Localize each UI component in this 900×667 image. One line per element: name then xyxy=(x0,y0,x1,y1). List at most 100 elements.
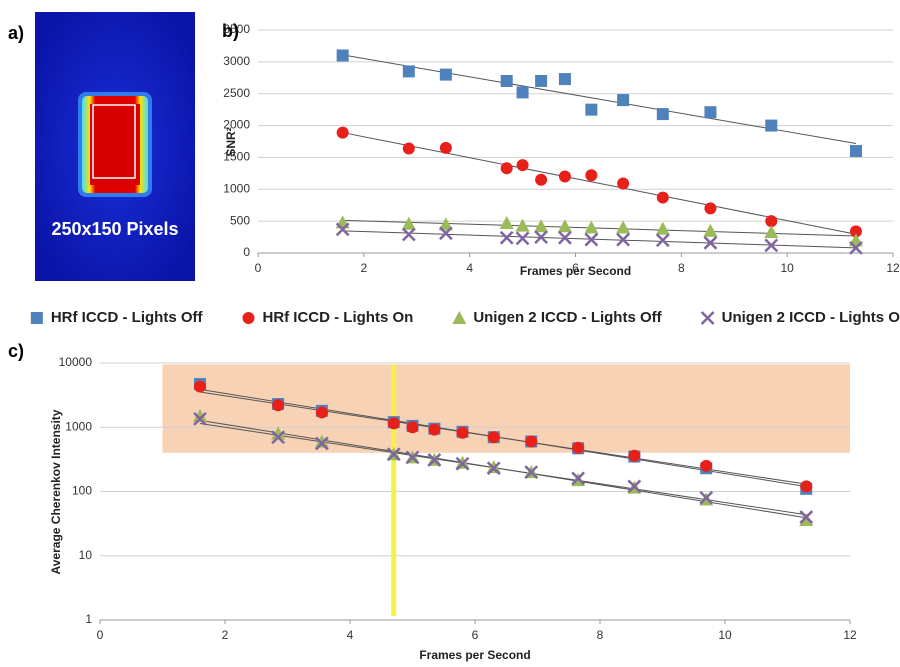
x-tick-label: 12 xyxy=(843,628,857,642)
y-tick-label: 1000 xyxy=(223,181,250,195)
x-tick-label: 0 xyxy=(97,628,104,642)
point xyxy=(704,106,717,119)
x-tick-label: 2 xyxy=(222,628,229,642)
point xyxy=(616,232,631,247)
point xyxy=(314,434,329,448)
x-tick-label: 10 xyxy=(718,628,732,642)
point xyxy=(534,219,549,233)
y-tick-label: 1500 xyxy=(223,150,250,164)
point xyxy=(406,421,419,434)
point xyxy=(335,222,350,237)
point xyxy=(699,490,714,505)
y-tick-label: 1000 xyxy=(65,419,92,433)
point xyxy=(656,191,669,204)
point xyxy=(500,74,513,87)
point xyxy=(427,453,442,467)
point xyxy=(401,216,416,230)
point xyxy=(799,513,814,527)
point xyxy=(335,215,350,229)
x-axis-title: Frames per Second xyxy=(419,648,530,662)
point xyxy=(401,227,416,242)
point xyxy=(525,435,538,448)
legend-marker xyxy=(30,312,43,324)
point xyxy=(799,510,814,524)
point xyxy=(402,142,415,155)
point xyxy=(558,230,572,245)
roi-box xyxy=(92,104,136,179)
point xyxy=(386,447,401,462)
point xyxy=(387,417,400,430)
y-tick-label: 1 xyxy=(85,612,92,626)
panel-label: a) xyxy=(8,23,24,43)
point xyxy=(535,74,548,87)
y-axis-title: Average Cherenkov Intensity xyxy=(49,409,63,574)
point xyxy=(628,449,641,462)
x-tick-label: 6 xyxy=(472,628,479,642)
x-tick-label: 8 xyxy=(597,628,604,642)
y-tick-label: 10 xyxy=(79,548,93,562)
point xyxy=(704,202,717,215)
point xyxy=(617,177,630,190)
point xyxy=(455,456,470,471)
point xyxy=(558,73,571,86)
point xyxy=(515,218,530,232)
point xyxy=(271,430,286,445)
point xyxy=(765,119,778,132)
trendline xyxy=(342,54,857,145)
point xyxy=(336,126,349,139)
x-tick-label: 0 xyxy=(255,261,262,275)
point xyxy=(336,49,349,62)
y-tick-label: 10000 xyxy=(59,355,93,369)
point xyxy=(800,480,813,493)
point xyxy=(193,411,207,426)
point xyxy=(849,241,863,255)
point xyxy=(271,426,286,440)
y-tick-label: 3000 xyxy=(223,54,250,68)
x-tick-label: 12 xyxy=(886,261,900,275)
legend-label: HRf ICCD - Lights On xyxy=(262,309,413,326)
point xyxy=(764,238,779,253)
y-tick-label: 2500 xyxy=(223,86,250,100)
point xyxy=(524,465,539,480)
point xyxy=(584,232,599,247)
x-tick-label: 6 xyxy=(572,261,579,275)
y-tick-label: 3500 xyxy=(223,22,250,36)
point xyxy=(557,219,572,233)
point xyxy=(585,103,598,116)
point xyxy=(193,408,207,422)
x-axis-title: Frames per Second xyxy=(520,264,631,278)
point xyxy=(616,220,631,234)
legend-marker xyxy=(700,311,715,325)
x-tick-label: 2 xyxy=(360,261,367,275)
legend-label: HRf ICCD - Lights Off xyxy=(51,309,204,326)
point xyxy=(535,173,548,186)
point xyxy=(617,94,630,107)
point xyxy=(428,423,441,436)
point xyxy=(703,223,718,237)
legend-label: Unigen 2 ICCD - Lights On xyxy=(722,309,900,326)
point xyxy=(534,230,548,244)
point xyxy=(272,399,285,412)
image-core xyxy=(90,104,140,185)
point xyxy=(764,224,779,238)
trendline xyxy=(342,132,857,235)
point xyxy=(402,65,415,78)
point xyxy=(439,141,452,154)
point xyxy=(439,68,452,81)
point xyxy=(655,221,670,235)
y-axis-title: SNR² xyxy=(224,127,238,156)
y-tick-label: 2000 xyxy=(223,118,250,132)
point xyxy=(656,108,669,121)
point xyxy=(571,471,586,486)
legend-marker xyxy=(452,311,467,324)
point xyxy=(516,86,529,99)
point xyxy=(558,170,571,183)
point xyxy=(655,233,670,248)
image-caption: 250x150 Pixels xyxy=(51,219,178,239)
point xyxy=(765,215,778,228)
point xyxy=(456,426,469,439)
highlight-band xyxy=(162,364,850,453)
x-tick-label: 4 xyxy=(466,261,473,275)
point xyxy=(486,461,501,476)
